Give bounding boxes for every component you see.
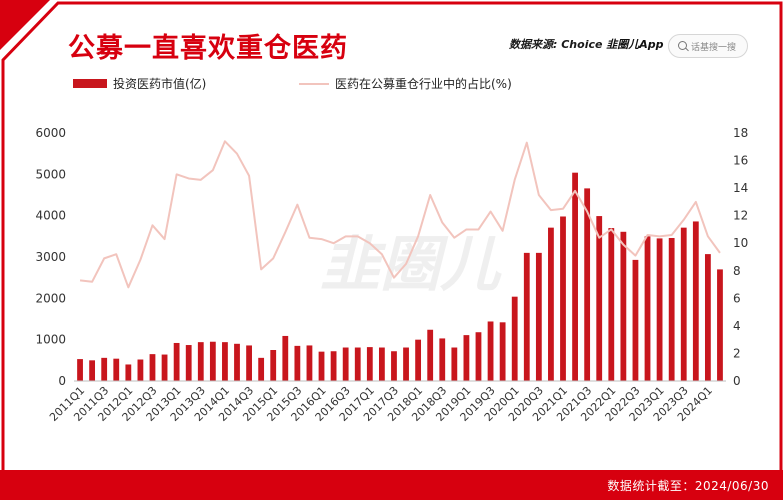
left-y-axis: 0 1000 2000 3000 4000 5000 6000 xyxy=(35,126,66,388)
bar-2016Q1 xyxy=(318,351,325,381)
y-right-tick-8: 8 xyxy=(733,264,741,278)
search-icon xyxy=(678,41,687,50)
bar-2016Q2 xyxy=(330,351,337,381)
y-right-tick-2: 2 xyxy=(733,346,741,360)
bar-2021Q2 xyxy=(572,172,578,381)
bar-2013Q3 xyxy=(197,342,204,381)
y-right-tick-18: 18 xyxy=(733,126,748,140)
bar-2015Q2 xyxy=(282,335,289,381)
brand-logo-text: 韭圈儿App xyxy=(606,38,664,51)
watermark: 韭圈儿 xyxy=(320,230,502,300)
y-right-tick-10: 10 xyxy=(733,236,748,250)
y-left-tick-2000: 2000 xyxy=(35,291,66,305)
bar-2022Q4 xyxy=(644,236,651,381)
y-left-tick-1000: 1000 xyxy=(35,333,66,347)
bar-2014Q4 xyxy=(258,357,265,381)
bar-2020Q3 xyxy=(535,252,542,381)
bar-2024Q2 xyxy=(717,269,723,381)
bar-2022Q3 xyxy=(632,259,639,381)
bar-2014Q1 xyxy=(222,342,228,381)
bar-2019Q1 xyxy=(463,335,470,381)
search-placeholder: 话基搜一搜 xyxy=(691,43,737,53)
y-right-tick-6: 6 xyxy=(733,291,741,305)
footer-text: 数据统计截至：2024/06/30 xyxy=(607,479,769,493)
bar-2018Q3 xyxy=(439,338,446,381)
bar-2014Q2 xyxy=(234,343,240,381)
bar-2023Q2 xyxy=(668,237,675,381)
bar-2012Q1 xyxy=(125,364,132,381)
legend-line-swatch xyxy=(299,83,329,85)
y-right-tick-14: 14 xyxy=(733,181,748,195)
bar-2024Q1 xyxy=(704,254,711,381)
bar-2017Q4 xyxy=(403,347,409,381)
bar-2015Q4 xyxy=(306,345,313,381)
bar-2013Q4 xyxy=(209,341,216,381)
corner-triangle xyxy=(0,0,50,50)
bar-2019Q4 xyxy=(499,322,506,381)
source-label: 数据来源: Choice 韭圈儿App xyxy=(509,36,664,52)
y-left-tick-5000: 5000 xyxy=(35,167,66,181)
bar-2015Q3 xyxy=(294,345,301,381)
bar-2018Q4 xyxy=(451,347,458,381)
bar-2013Q1 xyxy=(173,342,180,381)
bar-2017Q3 xyxy=(391,351,397,381)
y-right-tick-0: 0 xyxy=(733,374,741,388)
search-box[interactable]: 话基搜一搜 xyxy=(668,34,748,58)
source-text: 数据来源: Choice xyxy=(509,38,603,51)
bar-2022Q2 xyxy=(620,231,627,381)
bar-2021Q3 xyxy=(584,188,591,381)
bar-2016Q3 xyxy=(342,347,349,381)
y-right-tick-4: 4 xyxy=(733,319,741,333)
bar-2011Q1 xyxy=(77,359,83,381)
legend-bar-swatch xyxy=(73,79,107,88)
footer-bar xyxy=(0,470,783,500)
bar-2011Q2 xyxy=(89,360,96,381)
y-left-tick-3000: 3000 xyxy=(35,250,66,264)
page-title: 公募一直喜欢重仓医药 xyxy=(68,33,348,64)
bar-2023Q1 xyxy=(656,238,663,381)
bar-2020Q1 xyxy=(511,296,518,381)
bar-2023Q3 xyxy=(680,227,687,381)
bar-2020Q4 xyxy=(548,227,554,381)
bar-2011Q3 xyxy=(101,357,108,381)
share-line xyxy=(79,140,721,289)
bar-2012Q3 xyxy=(149,354,156,381)
bar-2017Q1 xyxy=(366,347,373,381)
bar-2011Q4 xyxy=(113,358,120,381)
legend-bar-label: 投资医药市值(亿) xyxy=(113,77,207,91)
bar-2012Q4 xyxy=(161,354,168,381)
bar-2022Q1 xyxy=(608,228,615,381)
bar-2019Q3 xyxy=(487,321,494,381)
bar-2018Q1 xyxy=(415,339,422,381)
bar-2020Q2 xyxy=(523,252,530,381)
bar-2017Q2 xyxy=(378,347,385,381)
bar-2018Q2 xyxy=(427,329,434,381)
right-y-axis: 0 2 4 6 8 10 12 14 16 18 xyxy=(733,126,748,388)
line-layer xyxy=(79,140,721,289)
y-left-tick-0: 0 xyxy=(58,374,66,388)
bar-2015Q1 xyxy=(270,350,277,381)
bar-2021Q1 xyxy=(560,216,566,381)
y-left-tick-4000: 4000 xyxy=(35,209,66,223)
bar-2013Q2 xyxy=(185,345,192,381)
bar-2014Q3 xyxy=(246,345,252,381)
legend-line-label: 医药在公募重仓行业中的占比(%) xyxy=(335,77,512,91)
bar-2012Q2 xyxy=(137,359,144,381)
bar-2016Q4 xyxy=(354,347,361,381)
bar-2021Q4 xyxy=(596,216,603,381)
y-right-tick-12: 12 xyxy=(733,209,748,223)
x-axis-labels: 2011Q12011Q32012Q12012Q32013Q12013Q32014… xyxy=(47,384,715,424)
y-right-tick-16: 16 xyxy=(733,154,748,168)
bar-2019Q2 xyxy=(475,332,482,381)
bar-2023Q4 xyxy=(692,221,699,381)
y-left-tick-6000: 6000 xyxy=(35,126,66,140)
bars-layer xyxy=(77,172,723,381)
